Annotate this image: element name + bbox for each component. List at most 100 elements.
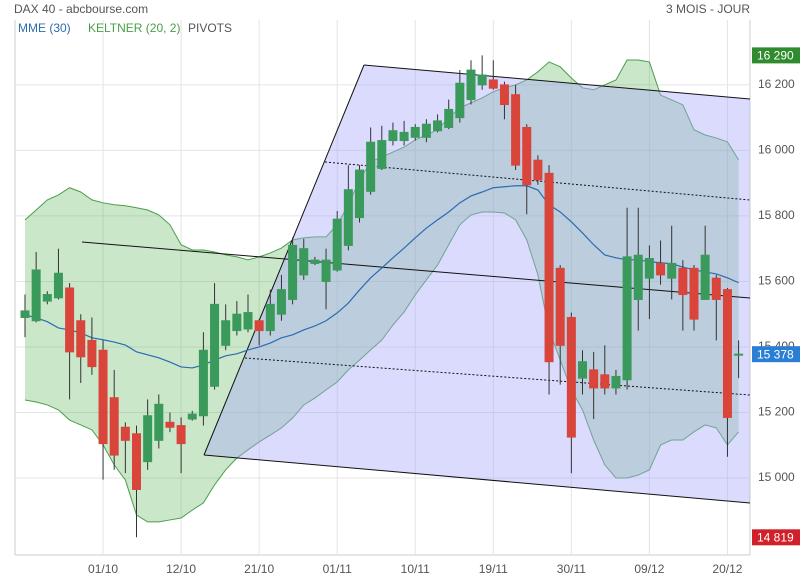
keltner-line	[24, 211, 739, 523]
candle-body	[522, 126, 532, 186]
candle-body	[221, 320, 231, 346]
candle-body	[76, 320, 86, 358]
pivot-line	[363, 64, 751, 100]
candle-body	[332, 218, 342, 271]
x-tick-label: 12/10	[166, 562, 196, 576]
pivot-line	[203, 454, 751, 504]
y-tick-label: 15 000	[758, 470, 795, 484]
candle-body	[366, 141, 376, 192]
candle-body	[310, 259, 320, 264]
candle-body	[656, 262, 666, 276]
price-marker	[752, 47, 800, 64]
legend-entry: KELTNER (20, 2)	[88, 21, 180, 35]
candles	[20, 55, 744, 538]
candle-body	[644, 258, 654, 279]
candle-body	[243, 312, 253, 330]
x-tick-label: 10/11	[401, 562, 430, 576]
candle-body	[132, 433, 141, 490]
candle-body	[20, 310, 30, 318]
candle-body	[611, 375, 621, 389]
candle-body	[399, 131, 409, 142]
candle-body	[265, 303, 275, 332]
pivot-channel	[204, 65, 750, 503]
candle-body	[355, 169, 364, 219]
candle-body	[667, 262, 677, 279]
y-tick-label: 16 000	[758, 143, 795, 157]
candle-body	[499, 84, 509, 106]
indicator-lines	[24, 185, 739, 369]
candle-body	[120, 426, 130, 441]
candle-body	[578, 361, 587, 379]
price-marker-label: 14 819	[757, 530, 794, 544]
candle-body	[700, 254, 710, 300]
candle-body	[343, 189, 353, 246]
price-marker	[752, 346, 800, 363]
candle-body	[87, 339, 97, 368]
candle-body	[377, 140, 387, 169]
x-tick-label: 01/10	[88, 562, 118, 576]
candle-body	[31, 269, 41, 322]
candle-body	[488, 79, 498, 89]
candle-body	[165, 421, 175, 428]
candle-body	[42, 294, 52, 302]
y-tick-label: 15 800	[758, 208, 795, 222]
candle-body	[321, 259, 331, 282]
y-tick-label: 16 200	[758, 77, 795, 91]
candle-body	[566, 316, 576, 438]
candle-body	[299, 248, 309, 276]
candle-body	[511, 94, 521, 166]
pivot-line	[203, 64, 365, 456]
candle-body	[589, 369, 599, 389]
legend-entry: PIVOTS	[188, 21, 232, 35]
pivot-line	[244, 357, 751, 396]
candle-body	[187, 413, 197, 420]
candle-body	[544, 172, 554, 363]
price-marker-label: 16 290	[757, 49, 794, 63]
candle-body	[533, 159, 543, 181]
chart-subtitle: 3 MOIS - JOUR	[666, 2, 750, 16]
candle-body	[65, 287, 75, 353]
candle-body	[176, 425, 186, 445]
y-tick-label: 15 600	[758, 274, 795, 288]
candle-body	[722, 289, 732, 418]
x-tick-label: 20/12	[712, 562, 742, 576]
candle-body	[421, 123, 431, 138]
candle-body	[388, 130, 398, 142]
candle-body	[466, 69, 476, 101]
candle-body	[689, 267, 699, 320]
candle-body	[143, 415, 153, 463]
candle-body	[600, 374, 610, 389]
candle-body	[254, 320, 264, 332]
candle-body	[622, 256, 632, 381]
candle-body	[633, 254, 643, 300]
x-tick-label: 09/12	[634, 562, 664, 576]
x-tick-label: 19/11	[479, 562, 508, 576]
candle-body	[210, 303, 220, 387]
candle-body	[455, 82, 465, 119]
price-marker-label: 15 378	[757, 347, 794, 361]
candle-body	[198, 349, 208, 417]
y-tick-label: 15 200	[758, 405, 795, 419]
legend-entry: MME (30)	[18, 21, 71, 35]
chart-title: DAX 40 - abcbourse.com	[14, 2, 148, 16]
candle-body	[276, 289, 286, 315]
candle-body	[444, 108, 454, 128]
candle-body	[154, 403, 164, 441]
candle-body	[711, 277, 721, 300]
candle-body	[53, 272, 63, 299]
candle-body	[734, 353, 744, 356]
candle-body	[555, 267, 565, 346]
mme-line	[24, 185, 739, 369]
candle-body	[477, 74, 487, 86]
candle-body	[678, 267, 688, 296]
x-tick-label: 30/11	[557, 562, 586, 576]
candle-body	[232, 313, 242, 332]
x-tick-label: 01/11	[323, 562, 352, 576]
x-tick-label: 21/10	[244, 562, 274, 576]
candle-body	[288, 244, 298, 300]
candle-body	[109, 397, 119, 456]
candle-body	[433, 120, 443, 132]
candle-body	[410, 126, 420, 138]
